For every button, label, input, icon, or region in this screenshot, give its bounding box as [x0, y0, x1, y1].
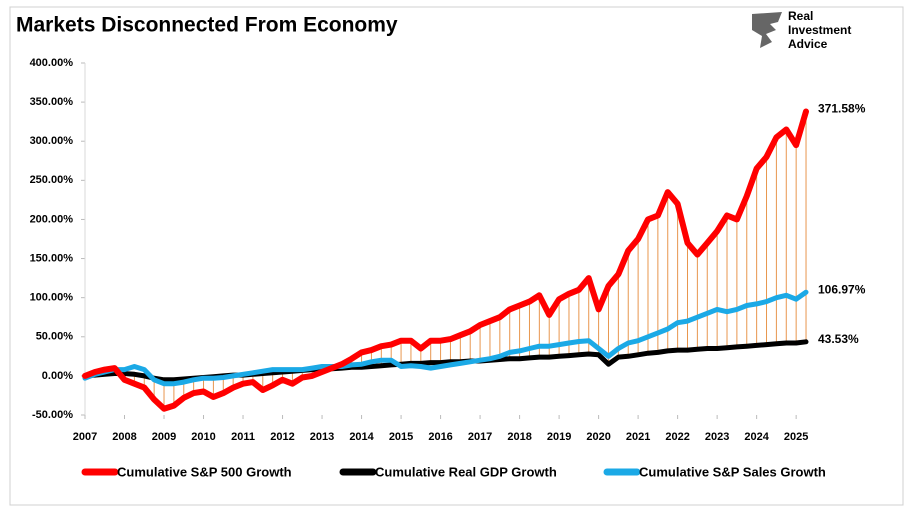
y-tick-label: 400.00%: [30, 57, 74, 69]
y-tick-label: 300.00%: [30, 135, 74, 147]
logo-icon: [752, 12, 782, 48]
x-tick-label: 2023: [705, 431, 729, 443]
end-label: 106.97%: [818, 282, 866, 296]
x-tick-label: 2019: [547, 431, 571, 443]
series-line: [82, 108, 809, 412]
series-line: [82, 289, 809, 387]
y-tick-label: 350.00%: [30, 96, 74, 108]
x-tick-label: 2024: [744, 431, 769, 443]
logo: Real Investment Advice: [752, 9, 851, 51]
y-tick-label: 150.00%: [30, 252, 74, 264]
end-label: 371.58%: [818, 102, 866, 116]
x-tick-label: 2016: [428, 431, 452, 443]
x-tick-label: 2013: [310, 431, 334, 443]
y-tick-label: 50.00%: [36, 331, 74, 343]
logo-text: Investment: [788, 23, 851, 37]
y-tick-label: -50.00%: [32, 409, 73, 421]
legend-label: Cumulative S&P Sales Growth: [639, 464, 826, 479]
x-tick-label: 2022: [665, 431, 689, 443]
x-tick-label: 2009: [152, 431, 176, 443]
chart-frame: [9, 6, 904, 506]
legend-label: Cumulative S&P 500 Growth: [117, 464, 292, 479]
logo-text: Real: [788, 9, 813, 23]
x-tick-label: 2020: [586, 431, 610, 443]
x-tick-label: 2018: [507, 431, 531, 443]
y-tick-label: 200.00%: [30, 213, 74, 225]
logo-text: Advice: [788, 37, 828, 51]
x-tick-label: 2015: [389, 431, 413, 443]
chart-title: Markets Disconnected From Economy: [16, 14, 398, 37]
x-tick-label: 2021: [626, 431, 650, 443]
x-tick-label: 2011: [231, 431, 255, 443]
x-tick-label: 2008: [112, 431, 136, 443]
x-tick-label: 2014: [349, 431, 374, 443]
y-tick-label: 0.00%: [42, 370, 73, 382]
x-tick-label: 2017: [468, 431, 492, 443]
legend-label: Cumulative Real GDP Growth: [375, 464, 557, 479]
y-tick-label: 250.00%: [30, 174, 74, 186]
y-tick-label: 100.00%: [30, 292, 74, 304]
end-label: 43.53%: [818, 332, 859, 346]
x-tick-label: 2025: [784, 431, 808, 443]
x-tick-label: 2010: [191, 431, 215, 443]
x-tick-label: 2012: [270, 431, 294, 443]
x-tick-label: 2007: [73, 431, 97, 443]
